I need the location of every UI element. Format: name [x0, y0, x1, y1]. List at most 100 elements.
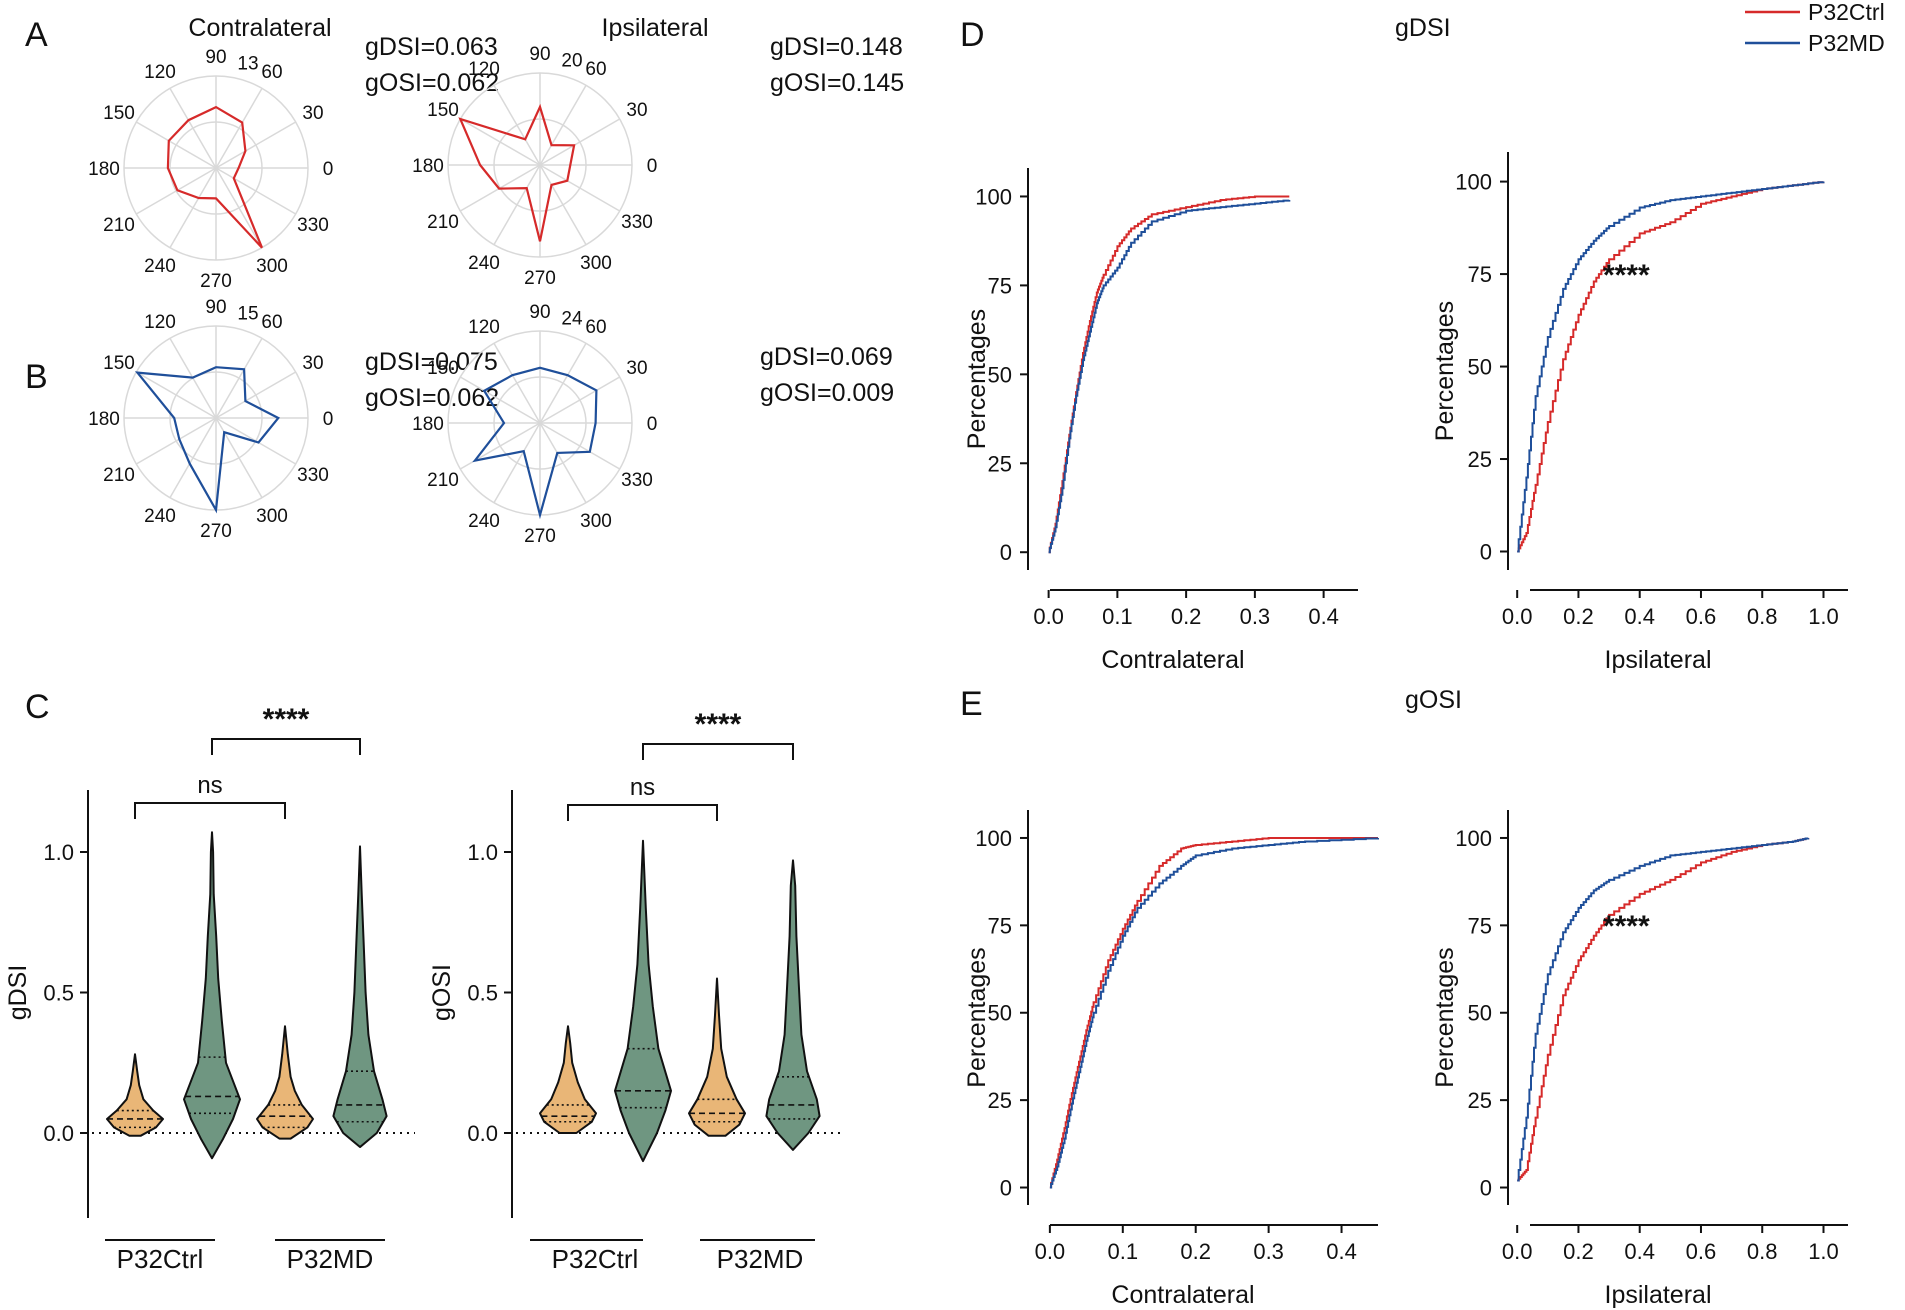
polar-angle-label: 0	[323, 409, 334, 430]
y-tick-label: 0.0	[467, 1121, 498, 1146]
polar-angle-label: 90	[205, 297, 226, 318]
violin-body	[614, 839, 672, 1163]
x-tick-label: 0.1	[1102, 604, 1133, 629]
polar-angle-label: 180	[88, 159, 120, 180]
polar-angle-label: 150	[103, 353, 135, 374]
series-line-md	[1517, 837, 1810, 1182]
panel-label-c: C	[25, 688, 50, 726]
y-axis-label: Percentages	[963, 947, 991, 1087]
y-tick-label: 1.0	[43, 840, 74, 865]
y-tick-label: 0	[1480, 540, 1492, 565]
violin-plot-gdsi: 0.0 0.5 1.0 gDSI ns **** P32Ctrl P32MD	[4, 703, 415, 1274]
polar-grid-spoke	[493, 422, 541, 504]
x-tick-label: 0.4	[1624, 604, 1655, 629]
series-line-ctrl	[1517, 181, 1825, 553]
polar-grid-spoke	[215, 417, 263, 499]
polar-angle-label: 180	[412, 156, 444, 177]
polar-grid-spoke	[539, 118, 621, 166]
x-tick-label: 1.0	[1808, 1239, 1839, 1264]
violin-body	[688, 977, 746, 1137]
violin-body	[106, 1053, 164, 1137]
panel-label-b: B	[25, 358, 48, 396]
polar-angle-label: 120	[144, 312, 176, 333]
polar-angle-label: 300	[580, 253, 612, 274]
polar-tuning-curve	[458, 103, 576, 242]
cdf-plot-d-left: 0 25 50 75 100 0.0 0.1 0.2 0.3 0.4 Contralateral Pe…	[963, 168, 1358, 674]
violin-body	[332, 845, 388, 1149]
polar-grid-spoke	[539, 164, 587, 246]
stat-gosi: gOSI=0.062	[365, 384, 499, 412]
significance-ns: ns	[197, 772, 222, 799]
stat-gdsi: gDSI=0.075	[365, 348, 498, 376]
x-axis-label: Ipsilateral	[1605, 646, 1712, 674]
y-axis-label: gOSI	[428, 964, 456, 1021]
x-tick-label: 0.6	[1686, 604, 1717, 629]
y-tick-label: 50	[988, 362, 1012, 387]
y-axis-label: Percentages	[1431, 947, 1459, 1087]
violin-body	[256, 1025, 314, 1140]
polar-grid-spoke	[539, 84, 587, 166]
polar-angle-label: 210	[103, 465, 135, 486]
series-line-ctrl	[1049, 837, 1378, 1189]
polar-plot-b-left: 0 30 60 90 120 150 180 210 240 270 300 330 15 gDSI=0.…	[88, 297, 499, 542]
polar-angle-label: 210	[427, 212, 459, 233]
polar-angle-label: 300	[256, 506, 288, 527]
polar-angle-label: 240	[144, 506, 176, 527]
x-tick-label: 0.3	[1253, 1239, 1284, 1264]
y-tick-label: 75	[1468, 262, 1492, 287]
series-line-ctrl	[1517, 837, 1810, 1182]
polar-grid-spoke	[215, 371, 297, 419]
y-tick-label: 0	[1000, 1176, 1012, 1201]
cdf-plot-d-right: 0 25 50 75 100 0.0 0.2 0.4 0.6 0.8 1.0 Ipsilateral P…	[1431, 152, 1848, 674]
polar-grid-spoke	[169, 87, 217, 169]
polar-grid-spoke	[215, 167, 297, 215]
polar-grid-spoke	[215, 167, 263, 249]
polar-angle-label: 240	[468, 253, 500, 274]
y-tick-label: 0.0	[43, 1121, 74, 1146]
polar-angle-label: 30	[302, 103, 323, 124]
polar-grid-spoke	[215, 337, 263, 419]
title-contralateral: Contralateral	[188, 14, 331, 42]
significance-stars: ****	[1603, 910, 1650, 943]
x-tick-label: 0.2	[1180, 1239, 1211, 1264]
x-tick-label: 0.0	[1033, 604, 1064, 629]
y-axis-label: gDSI	[4, 965, 32, 1021]
polar-tuning-curve	[166, 105, 264, 249]
violin-body	[183, 831, 241, 1160]
polar-angle-label: 270	[524, 526, 556, 547]
x-tick-label: 0.8	[1747, 604, 1778, 629]
polar-angle-label: 150	[427, 358, 459, 379]
significance-bracket	[567, 804, 718, 821]
x-axis-label: Ipsilateral	[1605, 1281, 1712, 1309]
group-label: P32Ctrl	[552, 1244, 639, 1274]
polar-angle-label: 30	[626, 358, 647, 379]
y-tick-label: 25	[1468, 1088, 1492, 1113]
polar-angle-label: 270	[200, 521, 232, 542]
stat-gosi: gOSI=0.145	[770, 69, 904, 97]
polar-angle-label: 60	[261, 62, 282, 83]
stat-gdsi: gDSI=0.069	[760, 343, 893, 371]
y-tick-label: 0.5	[467, 981, 498, 1006]
x-axis-label: Contralateral	[1101, 646, 1244, 674]
polar-grid-spoke	[459, 118, 541, 166]
y-tick-label: 100	[975, 826, 1012, 851]
polar-angle-label: 240	[144, 256, 176, 277]
y-tick-label: 0.5	[43, 981, 74, 1006]
panel-label-e: E	[960, 685, 983, 723]
significance-bracket	[642, 743, 794, 760]
polar-radial-max-label: 20	[561, 51, 582, 72]
y-tick-label: 100	[1455, 826, 1492, 851]
polar-plot-a-right: 0 30 60 90 120 150 180 210 240 270 300 330 20 gDSI=0.…	[412, 33, 904, 289]
title-gosi: gOSI	[1405, 686, 1462, 714]
polar-grid-spoke	[135, 121, 217, 169]
x-tick-label: 0.8	[1747, 1239, 1778, 1264]
polar-grid-spoke	[539, 164, 621, 212]
significance-bracket	[134, 802, 286, 819]
significance-bracket	[211, 738, 361, 755]
series-line-md	[1049, 837, 1379, 1189]
polar-angle-label: 0	[647, 414, 658, 435]
significance-stars: ****	[1603, 259, 1650, 292]
polar-angle-label: 60	[261, 312, 282, 333]
significance-stars: ****	[263, 703, 310, 736]
y-tick-label: 100	[975, 184, 1012, 209]
